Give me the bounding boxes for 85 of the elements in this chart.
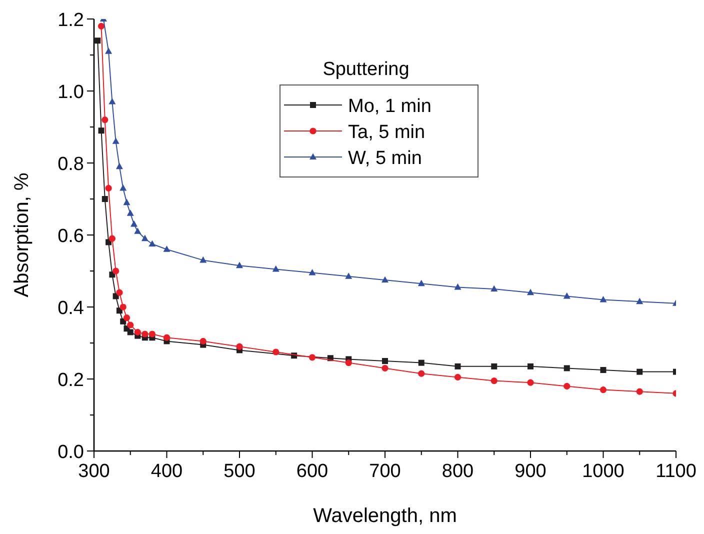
point — [491, 363, 498, 370]
x-tick-label: 900 — [514, 461, 546, 482]
point — [200, 256, 207, 263]
point — [564, 365, 570, 372]
x-tick-label: 600 — [296, 461, 328, 482]
x-tick-label: 1100 — [656, 461, 696, 482]
point — [98, 22, 105, 30]
point — [94, 38, 101, 44]
point — [105, 184, 112, 192]
point — [272, 348, 280, 356]
point — [163, 334, 170, 341]
point — [127, 322, 134, 328]
point — [130, 220, 138, 227]
point — [272, 265, 280, 272]
y-axis-title: Absorption, % — [11, 172, 33, 298]
point — [163, 246, 170, 252]
point — [102, 196, 108, 202]
x-tick-label: 1000 — [582, 461, 624, 482]
point — [636, 388, 643, 395]
point — [108, 235, 116, 242]
point — [600, 367, 606, 373]
point — [490, 285, 498, 292]
x-tick-label: 500 — [224, 461, 256, 482]
point — [563, 292, 570, 299]
point — [108, 98, 116, 104]
point — [134, 328, 141, 336]
point — [120, 304, 126, 310]
legend-label: Mo, 1 min — [348, 96, 432, 117]
point — [490, 378, 498, 384]
legend-title: Sputtering — [322, 59, 410, 80]
point — [308, 354, 316, 361]
y-tick-label: 0.8 — [58, 154, 84, 175]
y-tick-label: 0.4 — [58, 298, 84, 319]
point — [142, 330, 148, 338]
point — [200, 338, 206, 344]
point — [148, 330, 156, 338]
point — [454, 283, 462, 290]
x-axis-title: Wavelength, nm — [313, 505, 457, 527]
point — [308, 269, 316, 276]
x-tick-label: 700 — [369, 461, 401, 482]
x-tick-label: 400 — [150, 461, 183, 482]
point — [345, 272, 352, 279]
point — [345, 360, 352, 366]
point — [418, 280, 425, 286]
point — [236, 262, 243, 268]
point — [418, 360, 424, 366]
point — [127, 329, 134, 336]
point — [564, 382, 570, 390]
point — [418, 370, 425, 377]
y-tick-label: 1.2 — [58, 10, 84, 31]
point — [126, 210, 134, 216]
point — [148, 240, 156, 246]
point — [382, 358, 388, 364]
x-tick-label: 800 — [442, 461, 474, 482]
point — [116, 162, 123, 170]
point — [120, 184, 127, 191]
point — [636, 368, 643, 375]
point — [112, 268, 120, 274]
point — [236, 343, 243, 350]
point — [382, 364, 388, 372]
point — [527, 288, 534, 296]
legend-label: Ta, 5 min — [348, 122, 426, 143]
point — [382, 276, 388, 282]
y-tick-label: 0.2 — [58, 370, 84, 391]
point — [123, 198, 130, 206]
point — [527, 379, 534, 386]
point — [134, 228, 142, 234]
point — [102, 116, 108, 124]
point — [123, 314, 130, 322]
x-tick-label: 300 — [78, 461, 110, 482]
point — [105, 48, 112, 54]
y-tick-label: 0.6 — [58, 226, 84, 247]
point — [454, 374, 462, 380]
point — [600, 296, 607, 302]
point — [98, 128, 104, 134]
legend-label: W, 5 min — [348, 148, 422, 169]
point — [636, 298, 644, 304]
point — [600, 386, 607, 394]
point — [528, 363, 534, 370]
point — [112, 138, 120, 144]
point — [116, 289, 123, 296]
y-tick-label: 0.0 — [58, 442, 84, 463]
point — [141, 234, 148, 242]
point — [454, 363, 461, 370]
y-tick-label: 1.0 — [58, 82, 84, 103]
